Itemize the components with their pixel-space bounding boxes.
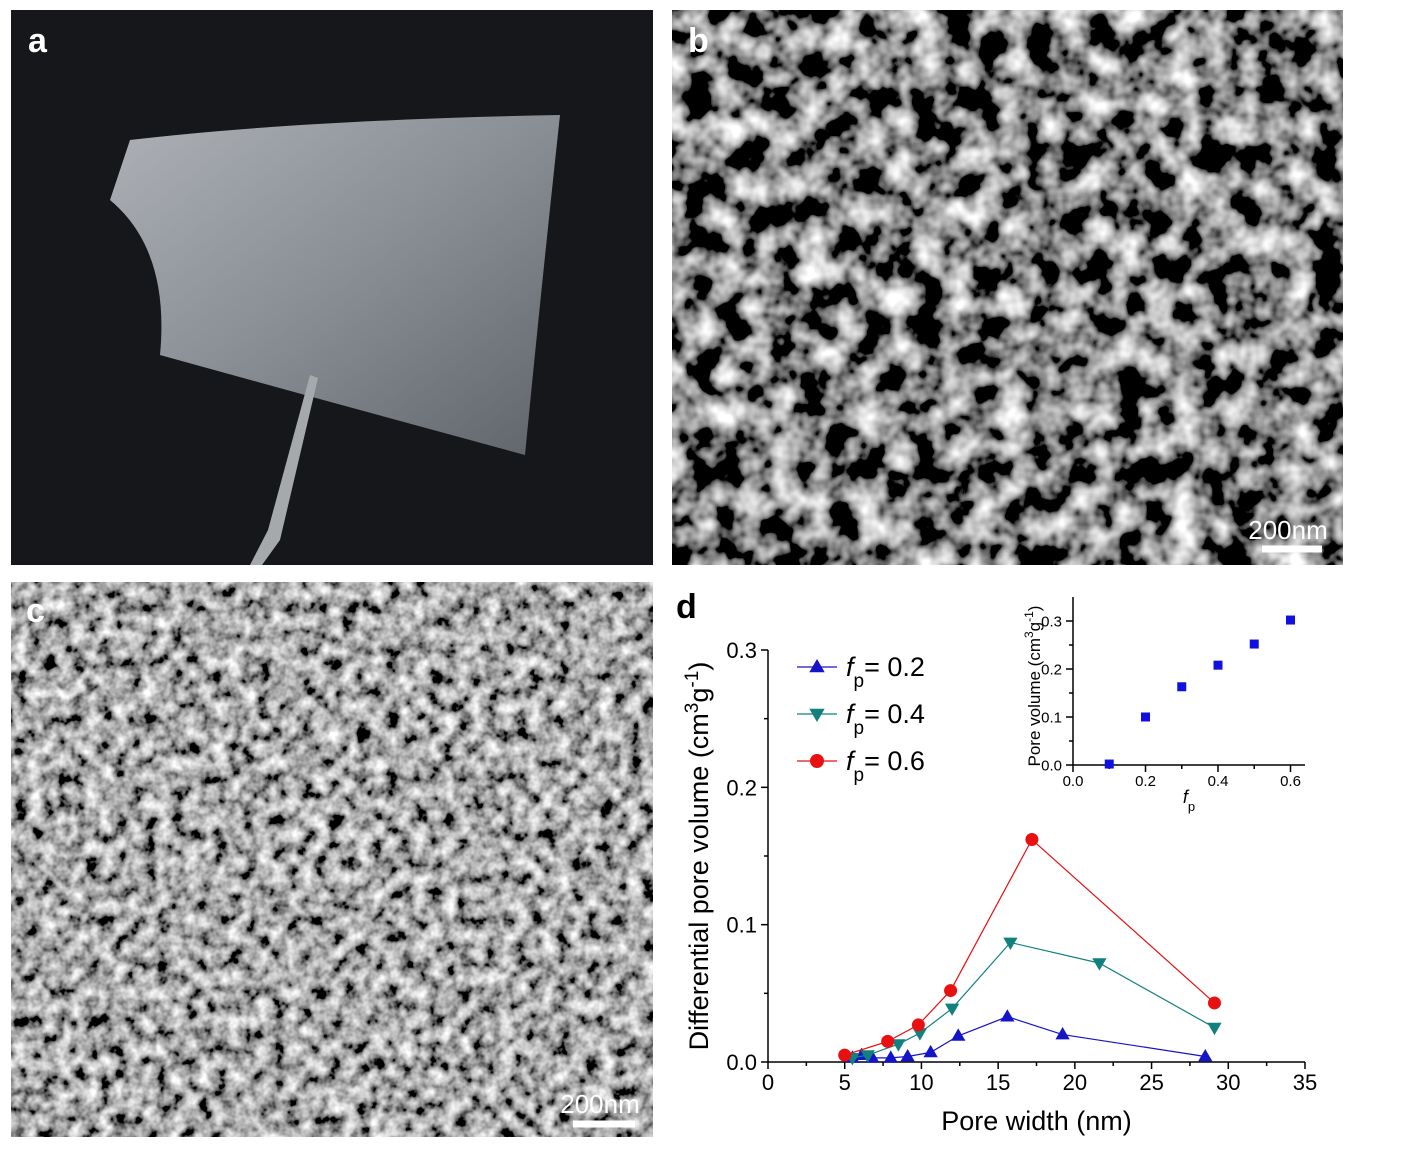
marker (944, 984, 958, 998)
y-tick-label: 0.3 (726, 638, 757, 663)
x-tick-label: 30 (1216, 1070, 1240, 1095)
marker (1213, 660, 1223, 670)
marker (1249, 639, 1259, 649)
marker (1055, 1027, 1070, 1040)
marker (1092, 958, 1107, 971)
y-tick-label: 0.2 (1041, 661, 1062, 678)
panel-label: c (26, 592, 45, 630)
y-tick-label: 0.2 (726, 775, 757, 800)
marker (1104, 759, 1114, 769)
marker (1198, 1049, 1213, 1062)
text-part: p (854, 765, 865, 786)
x-tick-label: 0.2 (1135, 773, 1156, 790)
y-tick-label: 0.0 (1041, 757, 1062, 774)
marker (810, 754, 824, 768)
text-part: 3 (682, 703, 703, 714)
text-part: p (1188, 799, 1195, 814)
marker (1177, 682, 1187, 692)
marker (923, 1044, 938, 1058)
marker (809, 708, 825, 723)
y-tick-label: 0.1 (726, 913, 757, 938)
x-tick-label: 25 (1139, 1070, 1163, 1095)
text-part: 3 (1022, 631, 1036, 638)
marker (838, 1048, 852, 1062)
scale-bar-label: 200nm (560, 1089, 640, 1119)
x-axis-label: Pore width (nm) (941, 1106, 1132, 1136)
scale-bar-label: 200nm (1248, 515, 1328, 545)
text-part: g (1025, 622, 1044, 631)
legend-label: fp= 0.2 (846, 652, 925, 692)
y-tick-label: 0.1 (1041, 709, 1062, 726)
sem-image-c (11, 582, 653, 1137)
marker (1141, 712, 1150, 722)
y-axis-label: Differential pore volume (cm3g-1) (682, 662, 715, 1051)
text-part: f (1183, 787, 1190, 807)
y-axis-label: Pore volume (cm3g-1) (1022, 606, 1044, 767)
photo-a (11, 10, 653, 565)
legend-label: fp= 0.4 (846, 699, 925, 739)
text-part: ) (684, 662, 714, 671)
x-tick-label: 0.0 (1063, 773, 1084, 790)
panel-label: d (676, 588, 697, 626)
y-tick-label: 0.3 (1041, 613, 1062, 630)
x-tick-label: 5 (839, 1070, 851, 1095)
text-part: p (854, 671, 865, 692)
x-tick-label: 0 (762, 1070, 774, 1095)
marker (891, 1039, 906, 1052)
marker (951, 1028, 966, 1041)
text-part: -1 (682, 671, 703, 688)
marker (883, 1050, 898, 1063)
tem-image-b (672, 10, 1343, 565)
text-part: ) (1025, 606, 1044, 612)
x-tick-label: 20 (1063, 1070, 1087, 1095)
marker (900, 1049, 915, 1062)
text-part: = 0.6 (864, 746, 925, 776)
marker (944, 1003, 960, 1016)
text-part: f (846, 652, 856, 682)
x-axis-label: fp (1183, 787, 1195, 814)
marker (1207, 996, 1221, 1010)
legend-label: fp= 0.6 (846, 746, 925, 786)
x-tick-label: 0.6 (1280, 773, 1301, 790)
marker (1000, 1009, 1015, 1022)
marker (1025, 833, 1039, 847)
text-part: p (854, 718, 865, 739)
panel-label: b (688, 22, 709, 60)
x-tick-label: 15 (986, 1070, 1010, 1095)
text-part: = 0.2 (864, 652, 925, 682)
marker (1207, 1022, 1222, 1036)
marker (911, 1018, 925, 1032)
marker (860, 1050, 875, 1063)
series-line (844, 838, 1215, 1056)
y-tick-label: 0.0 (726, 1050, 757, 1075)
series-line (852, 941, 1215, 1059)
text-part: f (846, 699, 856, 729)
x-tick-label: 0.4 (1208, 773, 1229, 790)
x-tick-label: 10 (909, 1070, 933, 1095)
text-part: f (846, 746, 856, 776)
panel-label: a (28, 22, 48, 60)
text-part: g (684, 688, 714, 703)
marker (881, 1034, 895, 1048)
marker (809, 658, 825, 673)
text-part: = 0.4 (864, 699, 925, 729)
text-part: -1 (1022, 611, 1036, 622)
marker (1286, 615, 1295, 625)
text-part: Pore volume (cm (1025, 638, 1044, 766)
marker (912, 1028, 928, 1041)
x-tick-label: 35 (1293, 1070, 1317, 1095)
text-part: Differential pore volume (cm (684, 713, 714, 1050)
series-line (852, 1016, 1206, 1059)
marker (1003, 937, 1018, 950)
